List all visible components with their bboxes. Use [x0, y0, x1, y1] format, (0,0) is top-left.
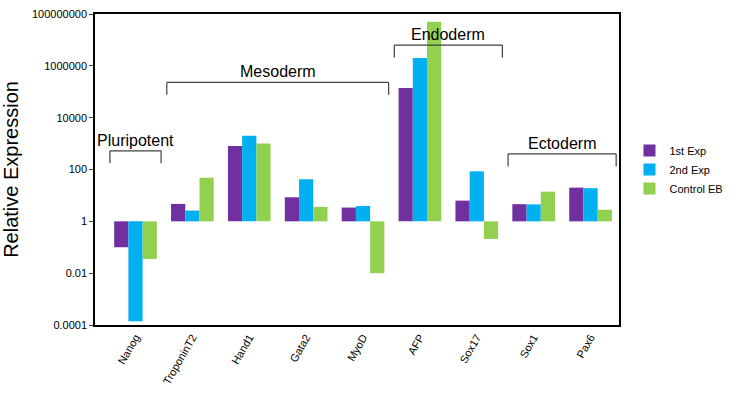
- svg-text:Hand1: Hand1: [229, 332, 256, 366]
- svg-text:1: 1: [81, 215, 87, 227]
- svg-text:Pluripotent: Pluripotent: [97, 132, 174, 149]
- svg-text:0.01: 0.01: [66, 267, 87, 279]
- svg-text:Gata2: Gata2: [287, 332, 312, 364]
- svg-text:AFP: AFP: [405, 332, 426, 357]
- svg-text:100000000: 100000000: [32, 8, 87, 20]
- svg-text:Ectoderm: Ectoderm: [528, 135, 596, 152]
- svg-text:1st Exp: 1st Exp: [669, 145, 706, 157]
- svg-text:1000000: 1000000: [44, 60, 87, 72]
- svg-text:0.0001: 0.0001: [53, 319, 87, 331]
- svg-text:Mesoderm: Mesoderm: [240, 63, 316, 80]
- svg-text:10000: 10000: [56, 112, 87, 124]
- svg-text:2nd Exp: 2nd Exp: [669, 164, 709, 176]
- svg-text:Relative Expression: Relative Expression: [0, 81, 22, 258]
- svg-text:100: 100: [69, 163, 87, 175]
- svg-text:Nanog: Nanog: [115, 332, 142, 366]
- svg-text:TroponinT2: TroponinT2: [161, 332, 199, 386]
- svg-text:Sox1: Sox1: [517, 332, 540, 360]
- svg-text:Control EB: Control EB: [669, 183, 722, 195]
- svg-text:Sox17: Sox17: [457, 332, 483, 365]
- svg-text:MyoD: MyoD: [345, 332, 370, 363]
- svg-text:Endoderm: Endoderm: [411, 26, 485, 43]
- svg-text:Pax6: Pax6: [574, 332, 597, 360]
